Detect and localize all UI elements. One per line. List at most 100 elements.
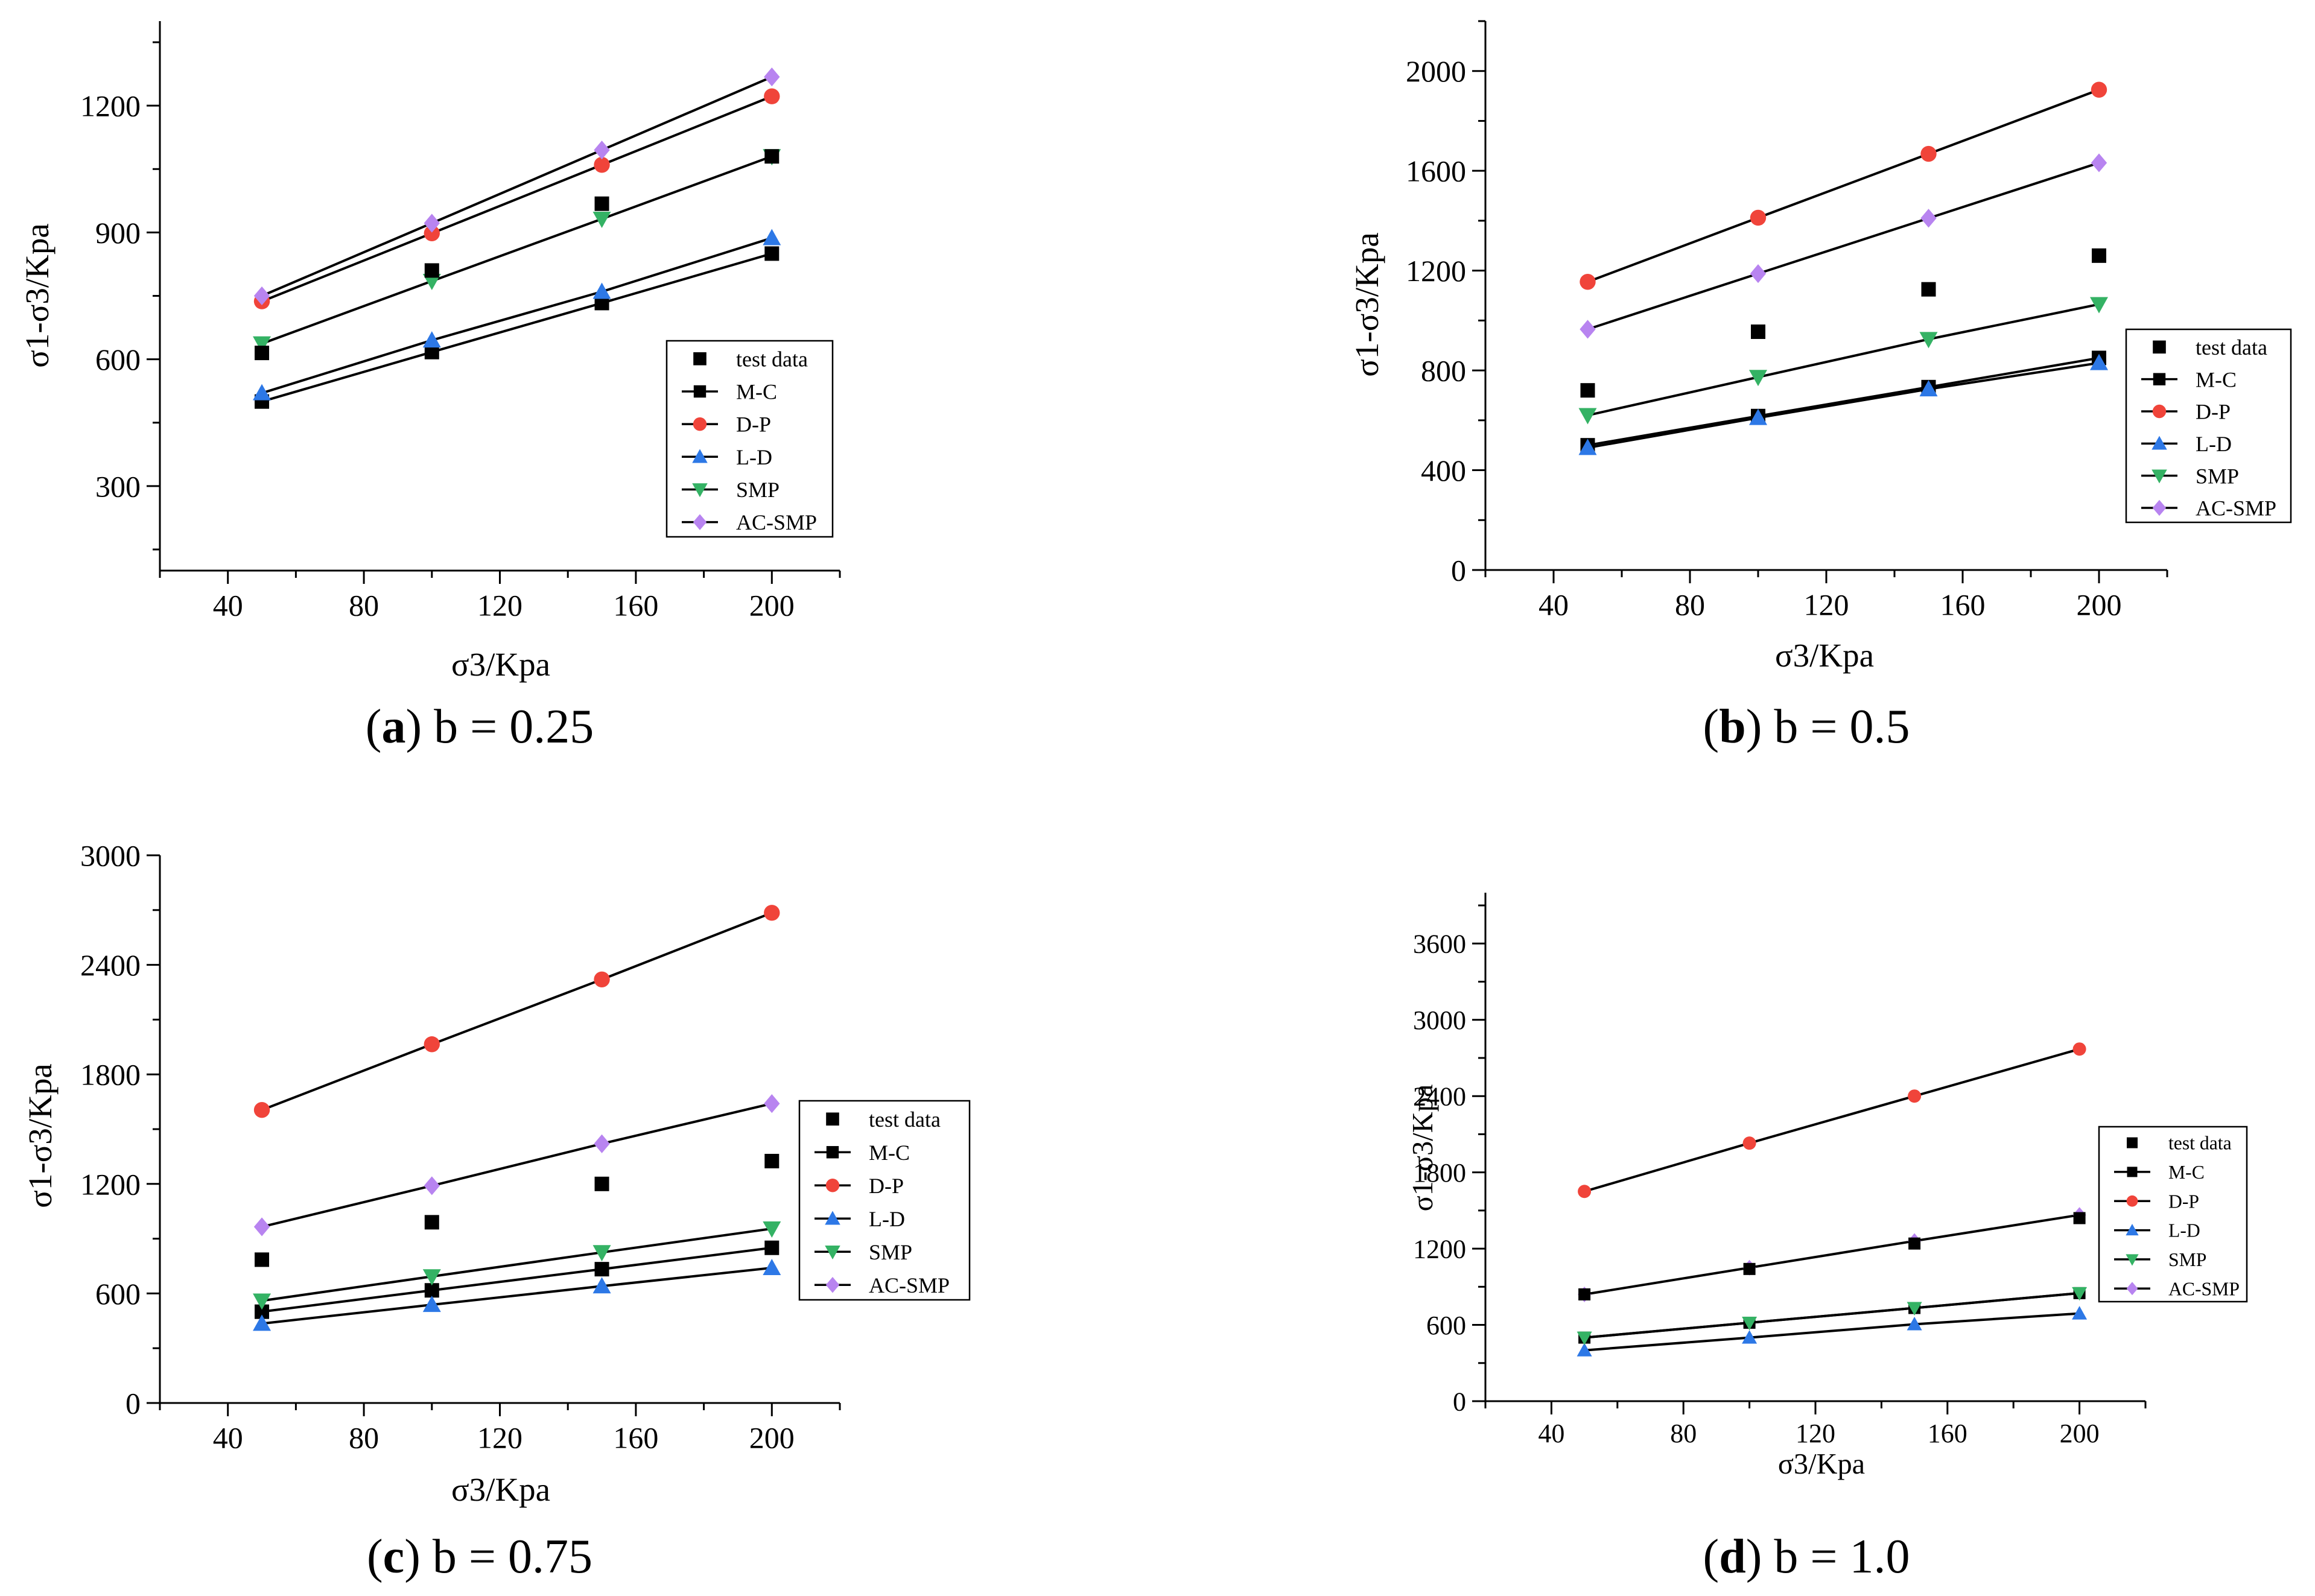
chart-b-x-tick-label: 40 bbox=[1539, 588, 1569, 622]
chart-c-legend-label-smp: SMP bbox=[869, 1240, 912, 1264]
chart-c-y-tick-label: 0 bbox=[125, 1387, 141, 1420]
chart-b-legend-marker-l-d bbox=[2151, 435, 2167, 450]
chart-a-series-line-ac-smp bbox=[261, 75, 773, 297]
chart-a-point-ac-smp bbox=[424, 214, 440, 233]
chart-b-point-d-p bbox=[2091, 81, 2107, 98]
chart-d-point-l-d bbox=[1577, 1343, 1592, 1357]
chart-a-point-d-p bbox=[594, 157, 610, 173]
chart-a-x-axis-label: σ3/Kpa bbox=[451, 646, 550, 683]
chart-a-y-tick-label: 600 bbox=[95, 343, 141, 376]
chart-a-legend-label-d-p: D-P bbox=[736, 413, 771, 437]
chart-a-legend-box bbox=[665, 340, 834, 538]
chart-d-point-smp bbox=[2072, 1287, 2088, 1301]
chart-b-point-d-p bbox=[1580, 274, 1596, 290]
chart-a-x-tick-label: 120 bbox=[477, 589, 522, 622]
chart-d-legend-marker-l-d bbox=[2126, 1223, 2139, 1236]
chart-c-point-smp bbox=[592, 1245, 611, 1262]
chart-a-legend-marker-l-d bbox=[692, 449, 708, 463]
chart-d-x-tick-label: 80 bbox=[1670, 1419, 1697, 1448]
chart-d-legend-marker-m-c bbox=[2127, 1167, 2138, 1177]
chart-c-legend-box bbox=[798, 1100, 971, 1301]
chart-c-point-d-p bbox=[424, 1036, 440, 1053]
chart-c-point-test-data bbox=[764, 1153, 780, 1168]
chart-c-point-ac-smp bbox=[764, 1094, 780, 1113]
chart-b-point-l-d bbox=[2090, 353, 2108, 370]
chart-d-caption-text: b = 1.0 bbox=[1762, 1530, 1910, 1583]
chart-b-y-tick-label: 2000 bbox=[1406, 54, 1466, 88]
chart-d-y-tick-label: 0 bbox=[1453, 1387, 1466, 1416]
chart-d-y-tick-label: 3000 bbox=[1413, 1005, 1466, 1035]
chart-b-caption-letter: b bbox=[1719, 700, 1746, 753]
chart-d-x-axis-label: σ3/Kpa bbox=[1778, 1448, 1865, 1480]
chart-c-legend: test data M-C D-P L-D SMP AC-SMP bbox=[798, 1100, 971, 1301]
chart-b-y-axis-label: σ1-σ3/Kpa bbox=[1348, 232, 1385, 377]
chart-a-point-d-p bbox=[764, 88, 780, 104]
chart-c-x-tick-label: 200 bbox=[749, 1421, 795, 1455]
chart-d-point-d-p bbox=[1578, 1185, 1592, 1199]
chart-a-point-ac-smp bbox=[253, 286, 270, 306]
chart-b-point-smp bbox=[2090, 297, 2108, 314]
chart-d-series-line-ac-smp bbox=[1584, 1214, 2080, 1296]
chart-c-point-test-data bbox=[594, 1176, 609, 1191]
chart-d-legend: test data M-C D-P L-D SMP AC-SMP bbox=[2098, 1126, 2248, 1303]
chart-b-point-ac-smp bbox=[1920, 209, 1937, 228]
chart-c-y-tick-label: 1800 bbox=[80, 1058, 141, 1092]
chart-a-y-axis-label: σ1-σ3/Kpa bbox=[19, 223, 56, 368]
chart-a-plot: 40 80 120 160 200 300 600 900 1200 σ3/Kpa σ1-σ3/Kp… bbox=[19, 21, 841, 683]
chart-c-point-d-p bbox=[764, 905, 780, 921]
chart-c-point-ac-smp bbox=[424, 1176, 440, 1195]
chart-b-legend-label-l-d: L-D bbox=[2196, 432, 2232, 456]
chart-d-legend-label-m-c: M-C bbox=[2168, 1162, 2205, 1183]
chart-d-y-tick-label: 3600 bbox=[1413, 929, 1466, 959]
chart-a-legend-label-m-c: M-C bbox=[736, 380, 777, 404]
chart-b-point-l-d bbox=[1749, 408, 1767, 425]
chart-c-point-test-data bbox=[255, 1252, 270, 1267]
chart-b-caption: (b) b = 0.5 bbox=[1703, 700, 1910, 753]
chart-c-point-m-c bbox=[594, 1262, 609, 1277]
chart-d-legend-label-smp: SMP bbox=[2168, 1249, 2206, 1270]
chart-d-y-axis-label: σ1-σ3/Kpa bbox=[1407, 1085, 1439, 1212]
chart-c-legend-label-d-p: D-P bbox=[869, 1174, 904, 1198]
chart-b-series-line-m-c bbox=[1587, 356, 2100, 447]
chart-b-legend-marker-m-c bbox=[2153, 373, 2166, 385]
chart-b-y-tick-label: 800 bbox=[1421, 354, 1466, 388]
chart-c-y-axis-label: σ1-σ3/Kpa bbox=[22, 1063, 59, 1208]
chart-d-point-d-p bbox=[1742, 1136, 1756, 1150]
chart-b-legend-marker-test-data bbox=[2153, 340, 2166, 354]
chart-d-point-smp bbox=[1907, 1302, 1922, 1316]
chart-b-point-test-data bbox=[1751, 324, 1765, 339]
chart-c-legend-marker-smp bbox=[825, 1246, 840, 1259]
chart-c-series-line-m-c bbox=[261, 1246, 772, 1313]
chart-d-caption-letter: d bbox=[1719, 1530, 1746, 1583]
chart-a-legend-marker-test-data bbox=[693, 352, 707, 366]
chart-d-series-line-l-d bbox=[1584, 1312, 2080, 1352]
chart-b-point-test-data bbox=[1580, 383, 1595, 398]
chart-b-point-ac-smp bbox=[1580, 320, 1596, 339]
chart-a-point-ac-smp bbox=[594, 141, 610, 160]
chart-d-point-l-d bbox=[2072, 1306, 2088, 1320]
chart-c-caption: (c) b = 0.75 bbox=[367, 1530, 592, 1583]
chart-c-y-tick-label: 600 bbox=[95, 1277, 141, 1311]
chart-b-legend-label-d-p: D-P bbox=[2196, 400, 2231, 424]
chart-d-x-tick-label: 200 bbox=[2060, 1419, 2100, 1448]
chart-d-legend-label-d-p: D-P bbox=[2168, 1191, 2199, 1212]
chart-d-point-l-d bbox=[1742, 1330, 1758, 1344]
chart-b-x-tick-label: 200 bbox=[2077, 588, 2122, 622]
chart-b-series-line-smp bbox=[1587, 303, 2100, 417]
chart-c-point-ac-smp bbox=[594, 1134, 610, 1153]
chart-d-point-l-d bbox=[1907, 1316, 1922, 1331]
chart-a-point-d-p bbox=[424, 225, 440, 241]
chart-b-plot: 40 80 120 160 2000400800120016002000σ3/Kpaσ1… bbox=[1348, 20, 2292, 674]
chart-c-point-l-d bbox=[422, 1296, 441, 1313]
chart-b-legend-label-smp: SMP bbox=[2196, 464, 2239, 488]
chart-a-legend-marker-d-p bbox=[693, 417, 707, 431]
chart-d-point-d-p bbox=[2072, 1042, 2086, 1056]
chart-d-point-test-data bbox=[1908, 1237, 1921, 1250]
chart-d-series-line-d-p bbox=[1584, 1048, 2080, 1193]
chart-d-point-test-data bbox=[1578, 1288, 1591, 1300]
chart-a-point-smp bbox=[253, 336, 272, 353]
chart-a-series-line-smp bbox=[261, 155, 772, 345]
chart-a-point-l-d bbox=[763, 229, 781, 245]
chart-a-point-ac-smp bbox=[764, 67, 780, 87]
chart-a-legend-marker-m-c bbox=[693, 385, 707, 398]
